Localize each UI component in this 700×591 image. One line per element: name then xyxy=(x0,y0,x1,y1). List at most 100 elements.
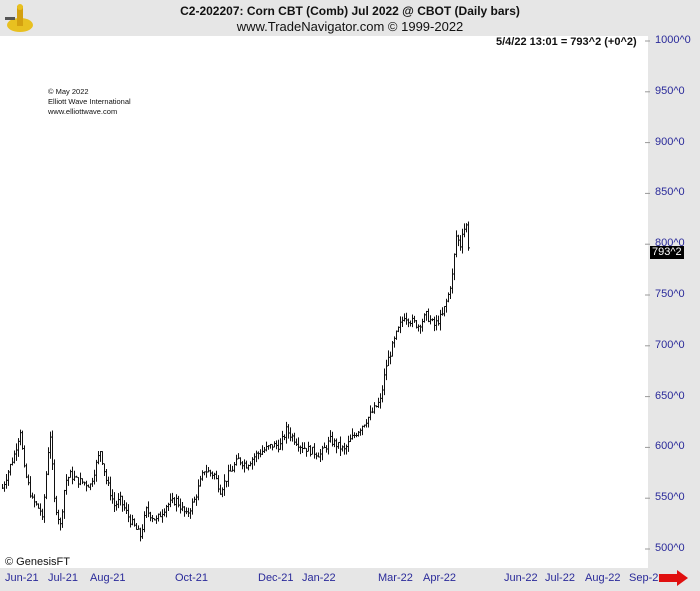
price-bar xyxy=(126,502,128,514)
price-bar xyxy=(28,474,30,486)
x-tick-label: Dec-21 xyxy=(258,572,294,584)
price-bar xyxy=(106,469,108,485)
price-bar xyxy=(416,319,418,329)
price-bar xyxy=(402,316,404,327)
price-bar xyxy=(112,489,114,504)
price-bar xyxy=(374,402,376,414)
price-bar xyxy=(96,459,98,482)
y-tick-label: 900^0 xyxy=(655,135,685,148)
price-bar xyxy=(118,493,120,509)
price-bar xyxy=(358,431,360,437)
price-bar xyxy=(364,424,366,428)
price-bar xyxy=(208,467,210,473)
price-bar xyxy=(66,474,68,495)
price-bar xyxy=(200,475,202,487)
price-bar xyxy=(282,430,284,451)
price-bar xyxy=(238,453,240,460)
scroll-right-arrow-icon[interactable] xyxy=(659,570,689,586)
price-bar xyxy=(136,522,138,530)
price-bar xyxy=(42,508,44,520)
price-bar xyxy=(386,359,388,381)
price-bar xyxy=(408,318,410,328)
price-bar xyxy=(214,472,216,480)
price-bar xyxy=(148,501,150,518)
price-bar xyxy=(78,477,80,488)
price-bar xyxy=(410,320,412,327)
price-bar xyxy=(270,443,272,449)
price-bar xyxy=(430,315,432,325)
price-bar xyxy=(132,514,134,526)
price-bar xyxy=(340,436,342,457)
price-bar xyxy=(54,459,56,503)
x-tick-label: Aug-22 xyxy=(585,572,621,584)
copyright-line: www.elliottwave.com xyxy=(48,107,118,116)
copyright-line: © May 2022 xyxy=(48,87,89,96)
price-bar xyxy=(312,446,314,455)
price-bar xyxy=(58,509,60,525)
price-bar xyxy=(306,448,308,457)
price-bar xyxy=(224,474,226,496)
price-bar xyxy=(192,498,194,515)
price-bar xyxy=(356,432,358,438)
price-bar xyxy=(50,431,52,459)
price-bar xyxy=(94,469,96,485)
price-bar xyxy=(64,489,66,519)
price-bar xyxy=(360,428,362,436)
price-bar xyxy=(350,434,352,442)
price-bar xyxy=(304,442,306,450)
price-bar xyxy=(322,445,324,461)
price-bar xyxy=(468,221,470,251)
price-bar xyxy=(206,464,208,478)
price-bar xyxy=(262,445,264,455)
price-bar xyxy=(342,445,344,452)
price-bar xyxy=(458,234,460,247)
price-bar xyxy=(460,235,462,251)
price-bar xyxy=(150,511,152,522)
trade-navigator-logo-icon xyxy=(5,4,33,32)
price-bar xyxy=(30,476,32,498)
price-bar xyxy=(320,448,322,462)
price-bar xyxy=(420,324,422,334)
price-bar xyxy=(376,405,378,408)
price-bar xyxy=(190,508,192,519)
x-tick-label: Aug-21 xyxy=(90,572,126,584)
y-tick-label: 1000^0 xyxy=(655,34,691,46)
price-bar xyxy=(176,494,178,512)
price-bar xyxy=(324,442,326,449)
price-bar xyxy=(268,445,270,450)
x-tick-label: Jul-22 xyxy=(545,572,575,584)
price-bar xyxy=(14,450,16,464)
price-bar xyxy=(436,315,438,331)
price-bar xyxy=(394,336,396,348)
price-bar xyxy=(228,464,230,487)
price-bar xyxy=(446,298,448,313)
price-bar xyxy=(110,476,112,501)
price-bar xyxy=(178,495,180,508)
price-bar xyxy=(316,452,318,460)
genesis-credit: © GenesisFT xyxy=(5,556,70,568)
price-bar xyxy=(52,430,54,471)
price-bar xyxy=(104,463,106,476)
price-bar xyxy=(40,503,42,516)
price-bar xyxy=(98,451,100,465)
price-bar xyxy=(154,518,156,521)
price-bar xyxy=(248,464,250,471)
price-bar xyxy=(422,318,424,332)
price-bar xyxy=(344,442,346,455)
price-bar xyxy=(194,496,196,503)
price-bar xyxy=(354,432,356,439)
price-bar xyxy=(438,315,440,326)
price-bar xyxy=(220,484,222,495)
price-bar xyxy=(172,492,174,504)
x-tick-label: Sep-22 xyxy=(629,572,659,584)
price-bar xyxy=(82,478,84,485)
price-bar xyxy=(174,497,176,506)
price-bar xyxy=(382,385,384,403)
price-bar xyxy=(8,469,10,486)
price-bar xyxy=(278,439,280,453)
price-bar xyxy=(440,309,442,331)
price-bar xyxy=(102,451,104,465)
price-bar xyxy=(252,457,254,470)
price-bar xyxy=(32,492,34,499)
